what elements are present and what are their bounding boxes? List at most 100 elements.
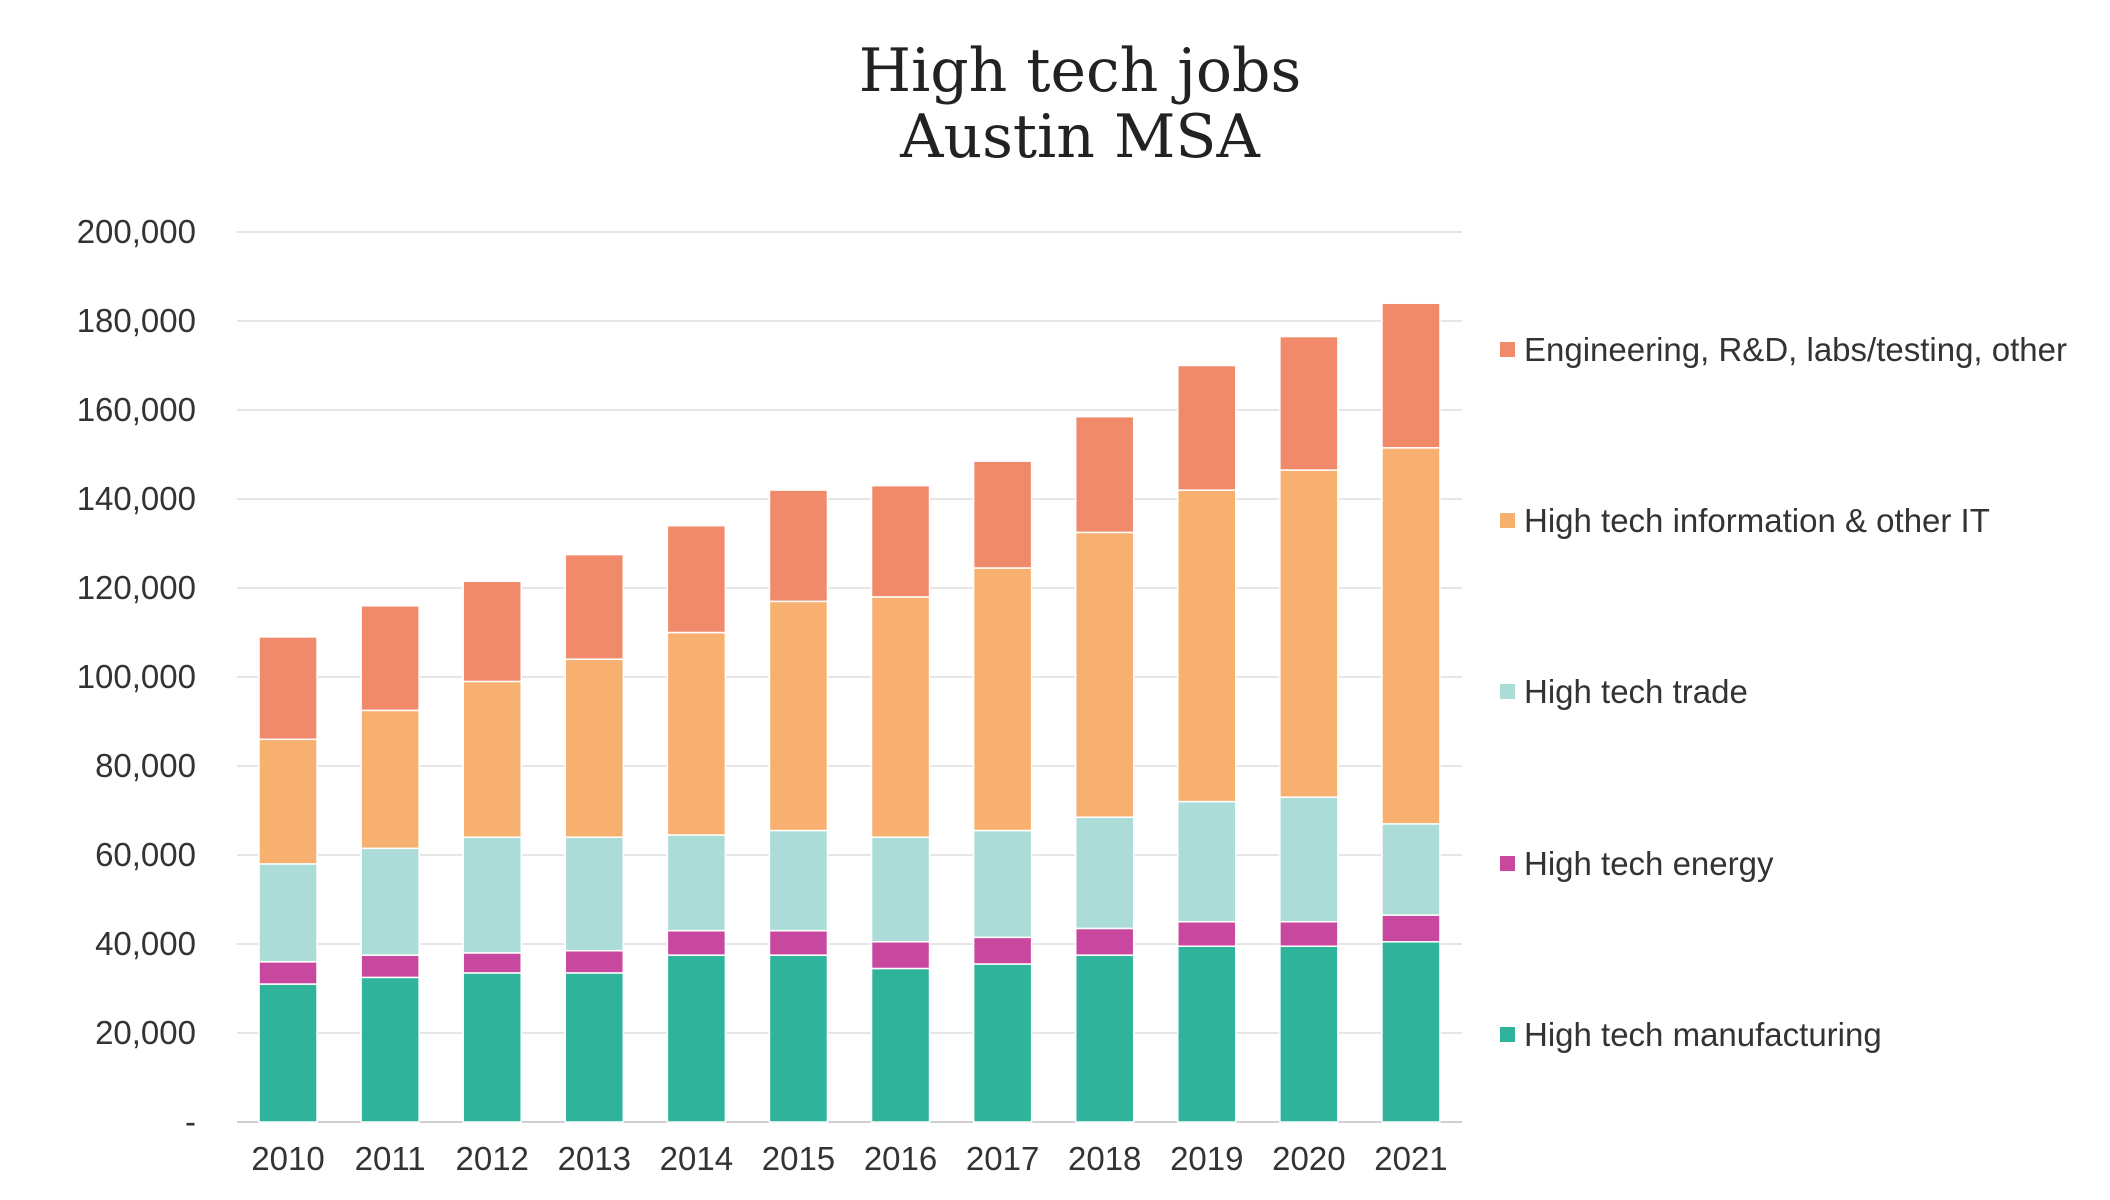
bar-segment: [564, 658, 625, 838]
gridlines: [237, 231, 1462, 1123]
bar-segment: [1381, 941, 1441, 1123]
bar-segment: [870, 967, 931, 1123]
bar-segment: [462, 972, 522, 1123]
bar-segment: [1279, 335, 1339, 471]
bar-segment: [258, 636, 318, 741]
legend-label: High tech manufacturing: [1524, 1016, 1882, 1053]
y-tick-label: 120,000: [77, 569, 196, 606]
bar-segment: [360, 954, 420, 979]
legend-label: High tech trade: [1524, 673, 1748, 710]
legend-label: High tech information & other IT: [1524, 502, 1990, 539]
x-tick-label: 2013: [558, 1140, 631, 1177]
bar-segment: [1074, 954, 1135, 1123]
bar-segment: [564, 553, 625, 660]
legend-swatch: [1500, 342, 1515, 357]
bar-segment: [1279, 945, 1339, 1123]
x-tick-label: 2020: [1272, 1140, 1345, 1177]
bar-segment: [1279, 921, 1339, 947]
legend-swatch: [1500, 856, 1515, 871]
bar-segment: [1074, 415, 1135, 534]
bar-segment: [1381, 914, 1441, 943]
bar-segment: [462, 836, 522, 954]
bar-segment: [564, 972, 625, 1123]
bar-segment: [360, 605, 420, 712]
bar-segment: [768, 954, 829, 1123]
x-tick-label: 2017: [966, 1140, 1039, 1177]
bar-segment: [972, 963, 1033, 1123]
bar-segment: [972, 829, 1033, 939]
x-tick-label: 2010: [251, 1140, 324, 1177]
bar-segment: [666, 929, 727, 956]
bar-segment: [1279, 469, 1339, 798]
bar-segment: [870, 596, 931, 838]
bar-segment: [768, 929, 829, 956]
bar-segment: [258, 738, 318, 865]
bar-segment: [462, 680, 522, 838]
x-tick-label: 2012: [455, 1140, 528, 1177]
bar-segment: [462, 952, 522, 974]
bar-segment: [666, 631, 727, 836]
bar-segment: [870, 484, 931, 598]
x-tick-label: 2019: [1170, 1140, 1243, 1177]
bar-segment: [768, 600, 829, 832]
bar-segment: [360, 976, 420, 1123]
bar-segment: [870, 836, 931, 943]
chart-title-line-2: Austin MSA: [900, 102, 1260, 172]
y-tick-label: 80,000: [95, 747, 196, 784]
bar-segment: [564, 949, 625, 974]
y-axis-ticks: - 20,000 40,000 60,000 80,000 100,000 120,000 1…: [77, 213, 196, 1140]
chart-title: High tech jobs Austin MSA: [700, 38, 1460, 170]
y-tick-label: 160,000: [77, 391, 196, 428]
y-tick-label: 60,000: [95, 836, 196, 873]
x-tick-label: 2011: [355, 1140, 426, 1177]
x-tick-label: 2021: [1374, 1140, 1447, 1177]
x-axis-ticks: 2010 2011 2012 2013 2014 2015 2016 2017 2018 2019…: [251, 1140, 1447, 1177]
bar-segment: [1177, 921, 1237, 947]
bar-segment: [972, 567, 1033, 832]
bar-segment: [972, 460, 1033, 569]
bar-segment: [1381, 823, 1441, 916]
bar-segment: [1279, 796, 1339, 923]
bars: [258, 302, 1441, 1123]
legend: Engineering, R&D, labs/testing, other Hig…: [1500, 331, 2067, 1053]
y-tick-label: 140,000: [77, 480, 196, 517]
bar-segment: [666, 524, 727, 634]
bar-segment: [1381, 447, 1441, 825]
bar-segment: [1074, 927, 1135, 956]
bar-segment: [1177, 489, 1237, 803]
bar-segment: [1074, 531, 1135, 818]
legend-swatch: [1500, 513, 1515, 528]
bar-segment: [564, 836, 625, 952]
legend-label: High tech energy: [1524, 845, 1774, 882]
bar-segment: [870, 941, 931, 970]
bar-segment: [1074, 816, 1135, 930]
bar-segment: [1177, 945, 1237, 1123]
x-tick-label: 2018: [1068, 1140, 1141, 1177]
bar-segment: [258, 961, 318, 985]
legend-label: Engineering, R&D, labs/testing, other: [1524, 331, 2067, 368]
y-tick-label: 100,000: [77, 658, 196, 695]
x-tick-label: 2016: [864, 1140, 937, 1177]
bar-segment: [768, 489, 829, 603]
bar-segment: [462, 580, 522, 683]
bar-segment: [666, 834, 727, 932]
legend-swatch: [1500, 684, 1515, 699]
bar-segment: [1381, 302, 1441, 449]
x-tick-label: 2015: [762, 1140, 835, 1177]
bar-segment: [666, 954, 727, 1123]
y-tick-label: 200,000: [77, 213, 196, 250]
x-tick-label: 2014: [660, 1140, 733, 1177]
legend-swatch: [1500, 1027, 1515, 1042]
bar-segment: [360, 847, 420, 956]
y-tick-label: -: [185, 1103, 196, 1140]
bar-segment: [1177, 800, 1237, 923]
bar-segment: [768, 829, 829, 932]
y-tick-label: 20,000: [95, 1014, 196, 1051]
chart-title-line-1: High tech jobs: [858, 36, 1302, 106]
bar-segment: [360, 709, 420, 850]
y-tick-label: 180,000: [77, 302, 196, 339]
bar-segment: [1177, 364, 1237, 491]
y-tick-label: 40,000: [95, 925, 196, 962]
bar-segment: [972, 936, 1033, 965]
